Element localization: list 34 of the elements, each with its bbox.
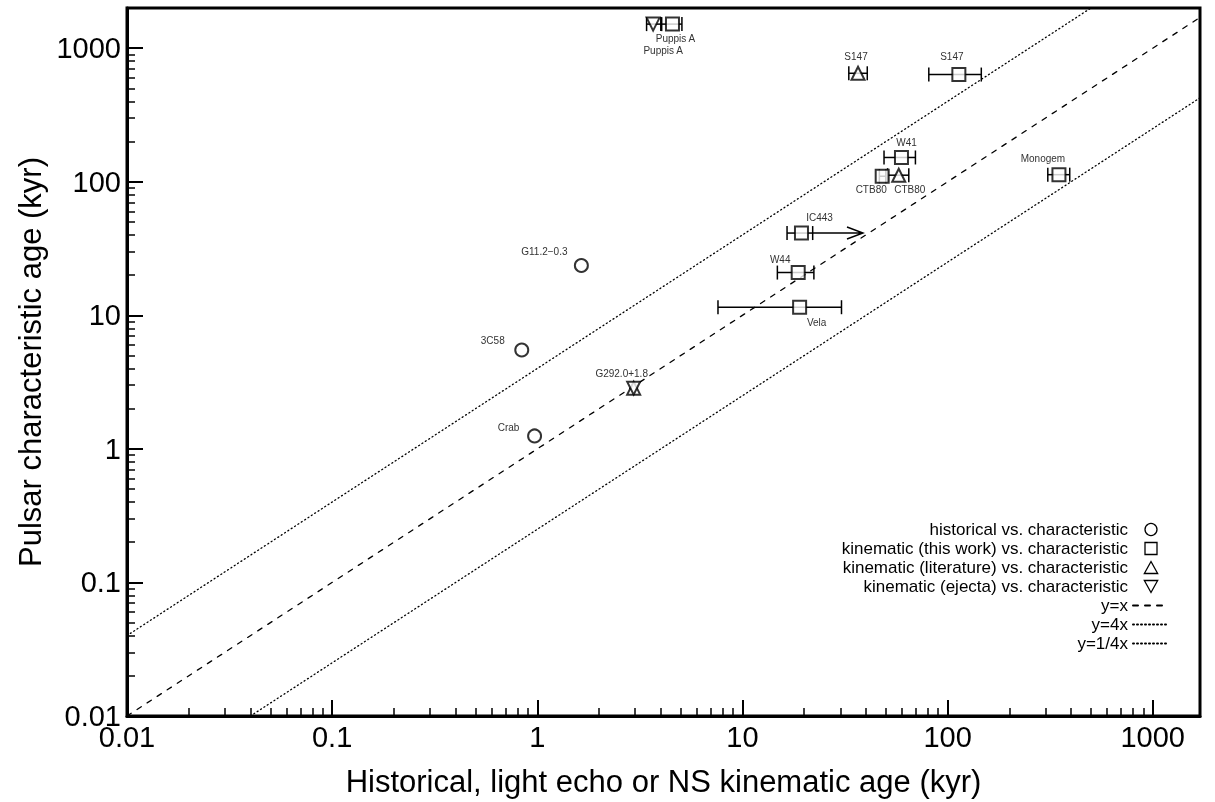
legend-label: historical vs. characteristic [929, 520, 1129, 539]
annotation: S147 [940, 51, 964, 63]
legend-label: y=4x [1091, 615, 1129, 634]
x-tick-label: 100 [923, 720, 972, 753]
legend-label: y=1/4x [1077, 634, 1129, 653]
annotation: CTB80 [855, 183, 888, 195]
annotation: Crab [497, 422, 520, 434]
x-tick-label: 1 [529, 720, 546, 753]
legend-label: y=x [1101, 596, 1129, 615]
x-axis-title: Historical, light echo or NS kinematic age (kyr) [345, 764, 982, 799]
annotation: Monogem [1020, 153, 1066, 165]
legend-label: kinematic (this work) vs. characteristic [841, 539, 1129, 558]
annotation: S147 [844, 50, 869, 62]
legend-label: kinematic (ejecta) vs. characteristic [863, 577, 1129, 596]
y-tick-label: 100 [72, 165, 121, 198]
annotation: W41 [896, 136, 918, 148]
y-tick-label: 10 [88, 299, 121, 332]
annotation: G292.0+1.8 [595, 367, 649, 379]
x-tick-label: 0.1 [311, 720, 353, 753]
annotation: Puppis A [643, 44, 684, 56]
y-tick-label: 0.1 [80, 566, 121, 599]
x-tick-label: 10 [726, 720, 759, 753]
annotation: Vela [806, 316, 827, 328]
y-axis-title: Pulsar characteristic age (kyr) [12, 156, 48, 568]
x-tick-label: 1000 [1120, 720, 1185, 753]
annotation: IC443 [806, 211, 834, 223]
y-tick-label: 1000 [56, 32, 121, 65]
annotation: 3C58 [480, 334, 506, 346]
annotation: Puppis A [655, 32, 696, 44]
annotation: W44 [769, 254, 791, 266]
annotation: G11.2−0.3 [521, 246, 568, 258]
annotation: CTB80 [894, 183, 926, 195]
y-tick-label: 1 [104, 432, 121, 465]
legend-label: kinematic (literature) vs. characteristic [842, 558, 1129, 577]
